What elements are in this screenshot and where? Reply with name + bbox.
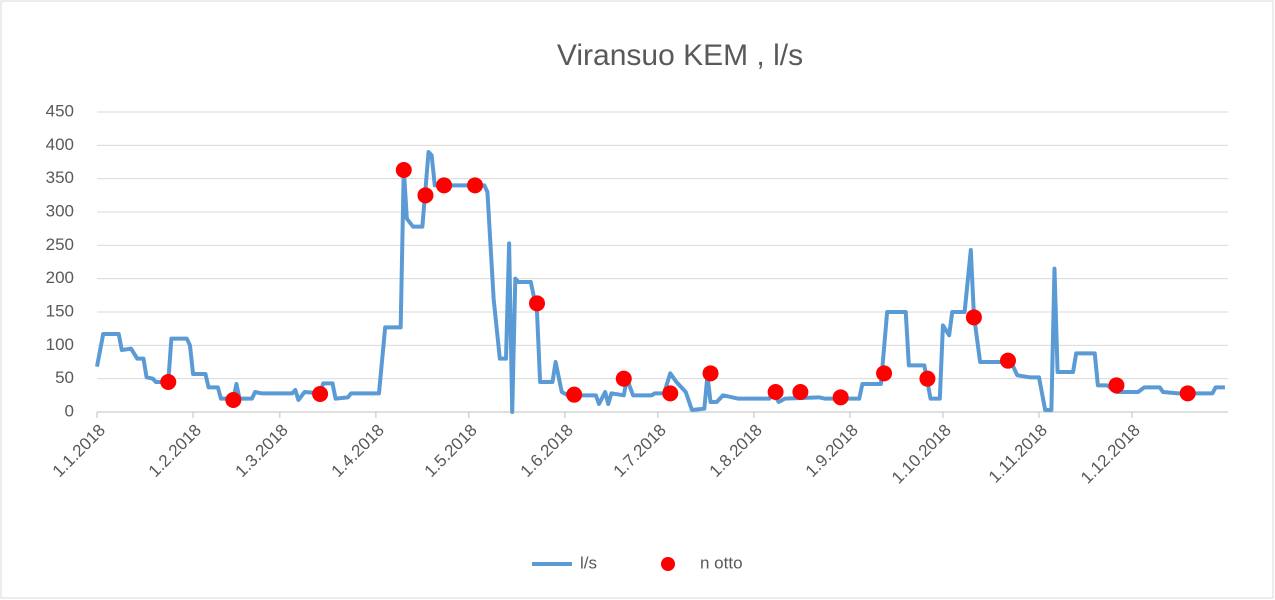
- data-point: [529, 295, 546, 312]
- y-tick-label: 350: [46, 168, 74, 187]
- data-point: [225, 392, 242, 408]
- y-tick-label: 150: [46, 301, 74, 320]
- y-tick-label: 100: [46, 335, 74, 354]
- data-point: [395, 162, 412, 178]
- legend-label: l/s: [580, 553, 597, 572]
- data-point: [417, 187, 434, 204]
- data-point: [1108, 377, 1125, 394]
- legend-swatch: [661, 557, 675, 571]
- y-tick-label: 450: [46, 101, 74, 120]
- y-tick-label: 250: [46, 235, 74, 254]
- y-tick-label: 300: [46, 201, 74, 220]
- y-tick-label: 50: [55, 368, 74, 387]
- data-point: [467, 177, 484, 194]
- data-point: [1179, 385, 1196, 402]
- y-tick-label: 200: [46, 268, 74, 287]
- y-tick-label: 0: [65, 401, 74, 420]
- data-point: [662, 385, 679, 402]
- data-point: [832, 389, 849, 406]
- chart-title: Viransuo KEM , l/s: [557, 39, 803, 72]
- data-point: [160, 374, 177, 390]
- data-point: [876, 365, 893, 382]
- data-point: [919, 370, 936, 387]
- data-point: [615, 370, 632, 387]
- y-tick-label: 400: [46, 135, 74, 154]
- data-point: [999, 352, 1016, 369]
- data-point: [965, 309, 982, 326]
- data-point: [767, 384, 784, 400]
- data-point: [792, 384, 809, 400]
- legend-label: n otto: [700, 553, 743, 572]
- data-point: [702, 365, 719, 382]
- data-point: [566, 386, 583, 403]
- data-point: [312, 386, 329, 402]
- data-point: [436, 177, 453, 194]
